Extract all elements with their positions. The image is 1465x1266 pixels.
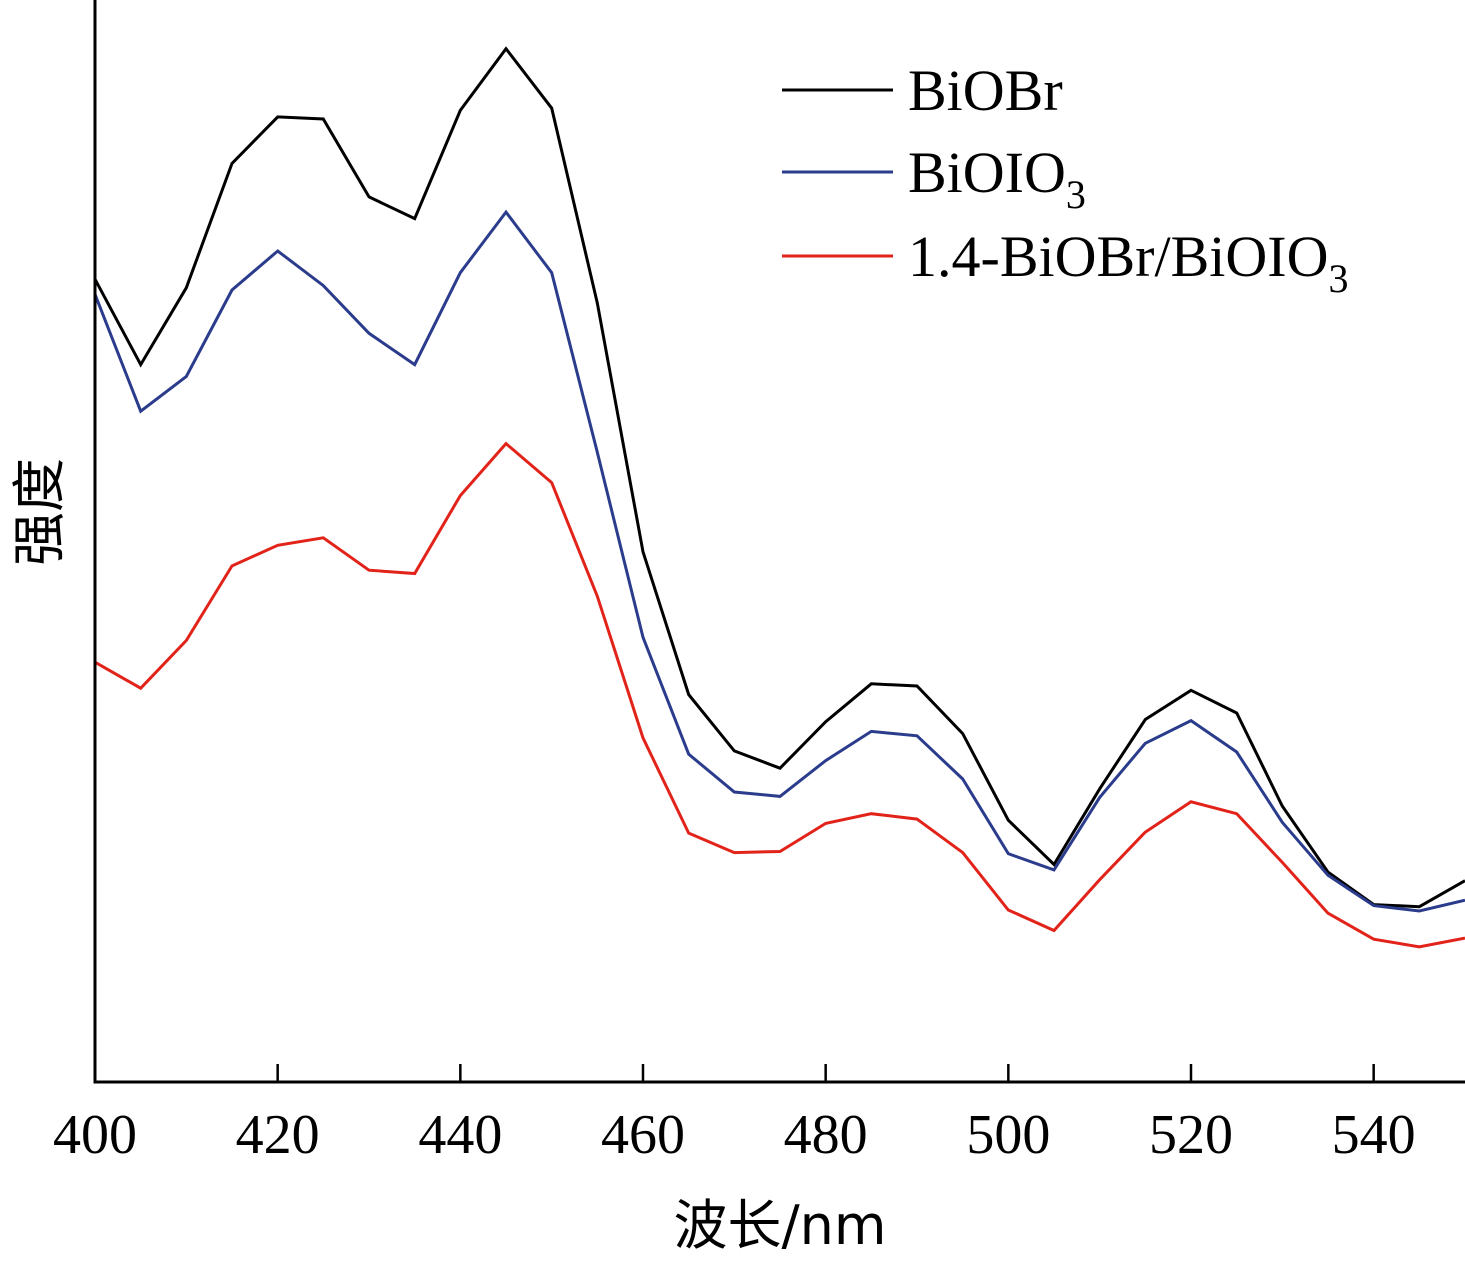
x-ticks: 400 420 440 460 480 500 520 540 bbox=[53, 1064, 1416, 1166]
legend-label-subscript: 3 bbox=[1066, 172, 1086, 217]
legend-label-3: 1.4-BiOBr/BiOIO3 bbox=[908, 224, 1349, 301]
series-line-3 bbox=[94, 441, 1465, 949]
legend-label-main: BiOBr bbox=[908, 58, 1063, 123]
x-tick-label: 540 bbox=[1332, 1104, 1416, 1166]
plot-area bbox=[93, 46, 1465, 949]
x-tick-label: 460 bbox=[601, 1104, 685, 1166]
axes: 400 420 440 460 480 500 520 540 bbox=[53, 0, 1465, 1166]
series-line-2 bbox=[93, 209, 1465, 913]
legend-label-main: 1.4-BiOBr/BiOIO bbox=[908, 224, 1329, 289]
legend-label-subscript: 3 bbox=[1329, 256, 1349, 301]
legend-label-1: BiOBr bbox=[908, 58, 1063, 123]
x-tick-label: 400 bbox=[53, 1104, 137, 1166]
legend-label-main: BiOIO bbox=[908, 140, 1066, 205]
y-axis-title: 强度 bbox=[8, 458, 71, 566]
x-axis-title: 波长/nm bbox=[673, 1194, 886, 1257]
x-tick-label: 420 bbox=[236, 1104, 320, 1166]
series-line-1 bbox=[93, 46, 1465, 909]
x-tick-label: 480 bbox=[784, 1104, 868, 1166]
x-tick-label: 520 bbox=[1149, 1104, 1233, 1166]
x-tick-label: 500 bbox=[966, 1104, 1050, 1166]
x-tick-label: 440 bbox=[418, 1104, 502, 1166]
legend-label-2: BiOIO3 bbox=[908, 140, 1086, 217]
